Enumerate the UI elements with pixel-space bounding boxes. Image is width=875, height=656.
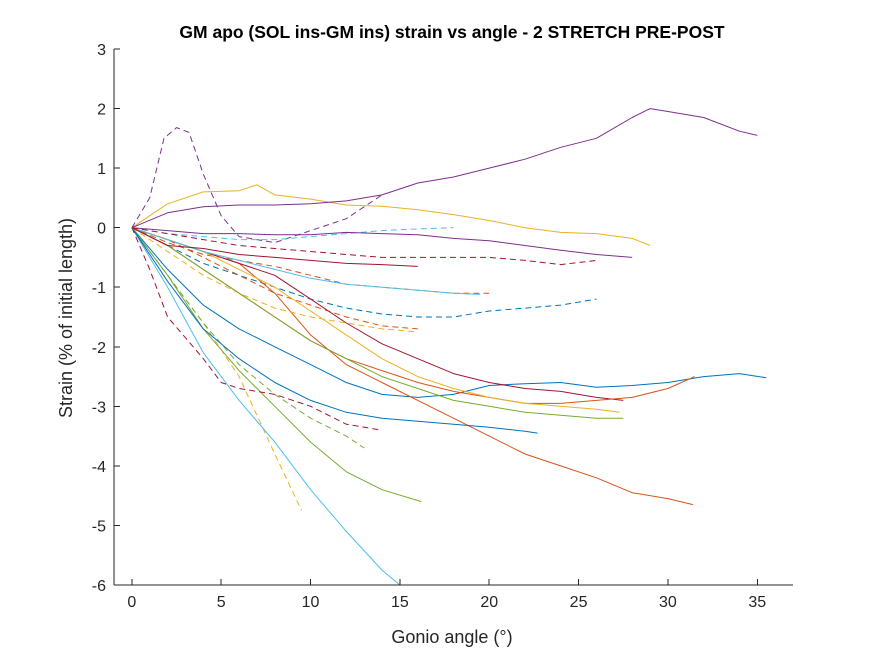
series-line-2: [131, 227, 597, 318]
x-tick-label: 35: [748, 594, 766, 611]
series-line-7: [131, 108, 758, 229]
series-line-17: [131, 227, 490, 294]
series-line-8: [131, 127, 383, 244]
y-tick-label: -4: [92, 459, 106, 476]
series-layer: [131, 108, 767, 586]
series-line-5: [131, 184, 651, 246]
series-line-20: [131, 227, 633, 258]
y-tick-label: -3: [92, 399, 106, 416]
x-tick-label: 5: [217, 594, 226, 611]
y-tick-label: 1: [97, 161, 106, 178]
series-line-13: [131, 227, 624, 401]
y-tick-label: -1: [92, 280, 106, 297]
series-line-4: [131, 227, 418, 330]
y-tick-label: -6: [92, 578, 106, 595]
x-tick-label: 15: [391, 594, 409, 611]
y-tick-label: 3: [97, 42, 106, 59]
series-line-1: [131, 227, 767, 398]
plot-area: [114, 49, 793, 585]
series-line-15: [131, 227, 538, 434]
x-axis-label: Gonio angle (°): [391, 627, 512, 647]
series-line-23: [131, 227, 418, 267]
series-line-24: [131, 227, 597, 266]
y-tick-label: -5: [92, 518, 106, 535]
series-line-21: [131, 227, 624, 419]
y-tick-label: -2: [92, 340, 106, 357]
x-tick-label: 0: [127, 594, 136, 611]
series-line-18: [131, 227, 620, 413]
x-tick-label: 20: [480, 594, 498, 611]
y-axis-label: Strain (% of initial length): [56, 218, 76, 418]
series-line-19: [131, 227, 418, 333]
series-line-11: [131, 227, 401, 586]
x-tick-label: 10: [302, 594, 320, 611]
y-tick-label: 2: [97, 102, 106, 119]
series-line-14: [131, 227, 383, 431]
series-line-12: [131, 227, 454, 241]
chart-title: GM apo (SOL ins-GM ins) strain vs angle …: [179, 22, 724, 42]
axes-layer: [113, 49, 793, 586]
x-tick-label: 25: [570, 594, 588, 611]
x-tick-label: 30: [659, 594, 677, 611]
y-tick-label: 0: [97, 221, 106, 238]
series-line-9: [131, 227, 422, 503]
